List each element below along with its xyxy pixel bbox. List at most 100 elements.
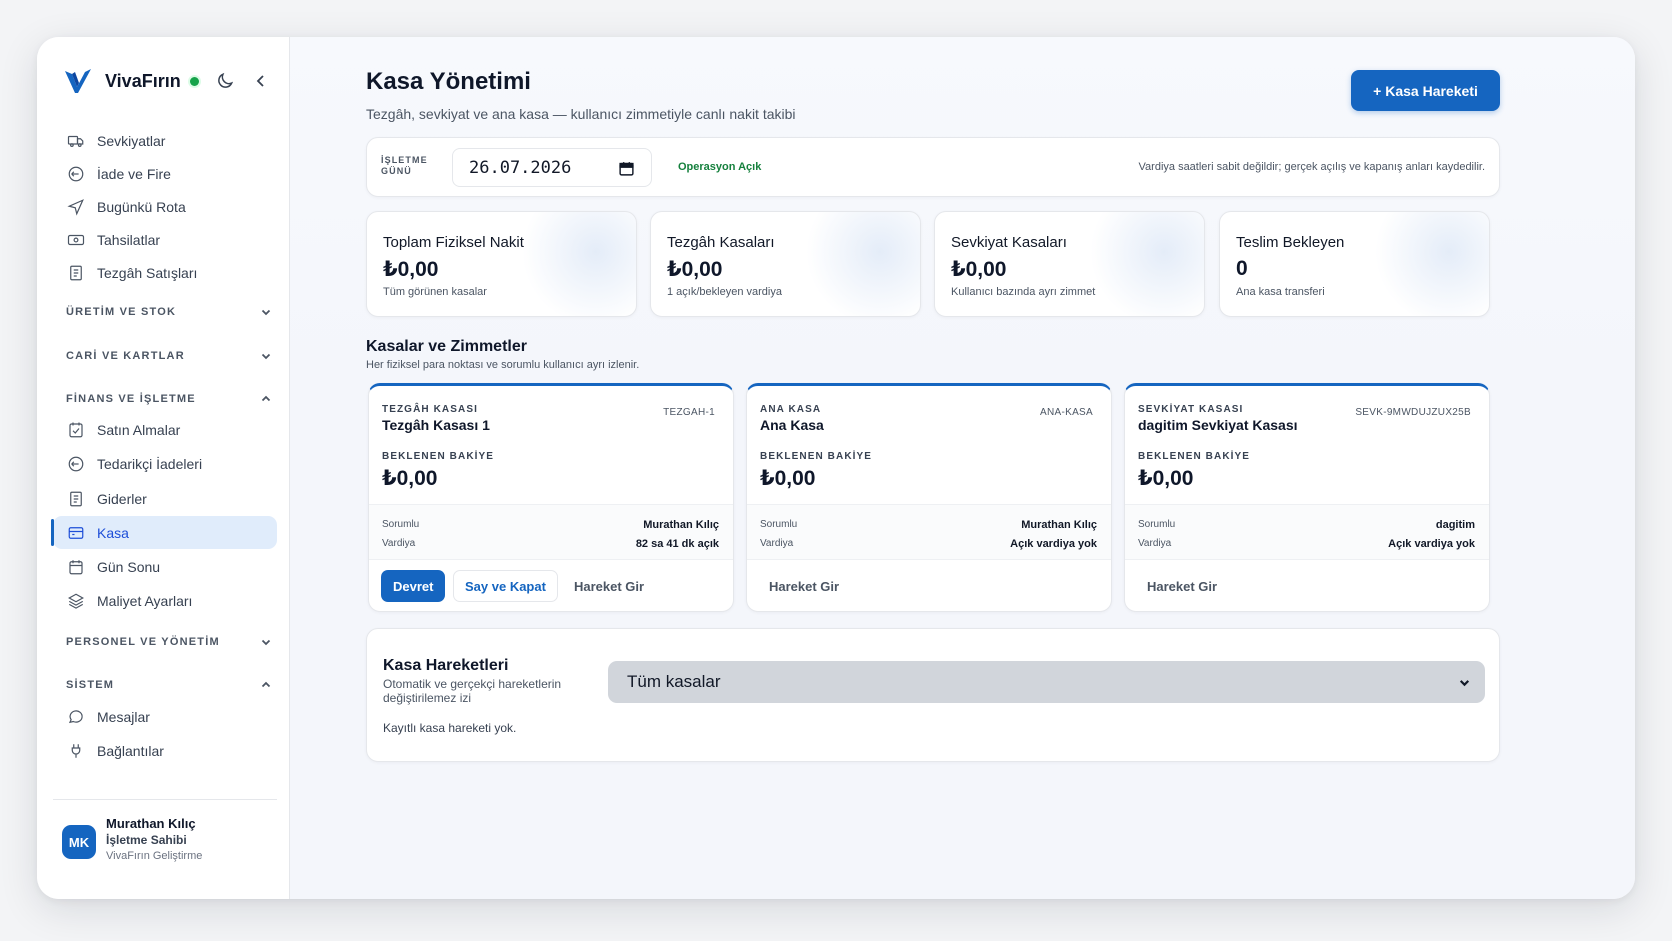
section-label: ÜRETİM VE STOK	[66, 306, 177, 318]
sidebar-item-label: Tedarikçi İadeleri	[97, 455, 203, 472]
responsible-label: Sorumlu	[382, 519, 420, 530]
register-type: TEZGÂH KASASI	[382, 404, 478, 415]
plug-icon	[71, 743, 81, 758]
purchase-icon	[69, 422, 83, 437]
business-day-date-input[interactable]: 26.07.2026	[452, 148, 652, 187]
online-status-dot	[189, 76, 199, 86]
shift-value: 82 sa 41 dk açık	[635, 538, 719, 550]
sidebar-item-label: Bugünkü Rota	[97, 198, 186, 215]
section-label: SİSTEM	[66, 679, 115, 691]
sidebar-item-iade-ve-fire[interactable]: İade ve Fire	[53, 157, 277, 190]
register-type: SEVKİYAT KASASI	[1138, 404, 1244, 415]
responsible-label: Sorumlu	[1138, 519, 1176, 530]
register-name: Tezgâh Kasası 1	[382, 417, 490, 433]
sidebar-item-label: İade ve Fire	[97, 165, 171, 182]
chevron-up-icon	[261, 395, 271, 402]
section-cari-ve-kartlar[interactable]: CARİ VE KARTLAR	[66, 348, 272, 364]
sidebar-item-baglantilar[interactable]: Bağlantılar	[53, 734, 277, 767]
register-code: SEVK-9MWDUJZUX25B	[1355, 407, 1471, 418]
sidebar-item-label: Giderler	[97, 490, 147, 507]
responsible-value: Murathan Kılıç	[643, 519, 719, 531]
sidebar-item-label: Gün Sonu	[97, 558, 161, 575]
sidebar-item-label: Kasa	[97, 524, 129, 541]
undo-circle-icon	[68, 456, 84, 471]
balance-value: ₺0,00	[382, 467, 438, 490]
balance-value: ₺0,00	[1138, 467, 1194, 490]
register-type: ANA KASA	[760, 404, 822, 415]
date-value: 26.07.2026	[469, 157, 572, 178]
sidebar-item-label: Tahsilatlar	[97, 231, 161, 248]
responsible-label: Sorumlu	[760, 519, 798, 530]
shift-label: Vardiya	[382, 538, 416, 549]
chevron-down-icon	[261, 309, 271, 316]
stat-value: ₺0,00	[951, 258, 1007, 281]
banknote-icon	[67, 234, 85, 245]
sidebar-item-tezgah-satislari[interactable]: Tezgâh Satışları	[53, 256, 277, 289]
avatar: MK	[62, 825, 96, 859]
stat-value: 0	[1236, 257, 1248, 280]
section-label: FİNANS VE İŞLETME	[66, 393, 196, 405]
message-icon	[68, 709, 83, 723]
balance-label: BEKLENEN BAKİYE	[382, 451, 495, 462]
sidebar-item-label: Satın Almalar	[97, 421, 181, 438]
sidebar-item-gun-sonu[interactable]: Gün Sonu	[53, 550, 277, 583]
sidebar-item-tahsilatlar[interactable]: Tahsilatlar	[53, 223, 277, 256]
sidebar-item-label: Maliyet Ayarları	[97, 592, 193, 609]
stat-card-total-cash: Toplam Fiziksel Nakit ₺0,00 Tüm görünen …	[366, 211, 637, 317]
section-uretim-ve-stok[interactable]: ÜRETİM VE STOK	[66, 304, 272, 320]
main-content: Kasa Yönetimi Tezgâh, sevkiyat ve ana ka…	[290, 37, 1635, 899]
brand-name: VivaFırın	[105, 70, 181, 91]
chevron-left-icon[interactable]	[253, 73, 269, 89]
chevron-down-icon	[1459, 680, 1470, 687]
section-finans-ve-isletme[interactable]: FİNANS VE İŞLETME	[66, 391, 272, 407]
register-actions: Hareket Gir	[747, 560, 1111, 611]
sidebar-item-kasa[interactable]: Kasa	[51, 516, 277, 549]
moon-icon[interactable]	[215, 71, 235, 91]
register-info: Sorumlu dagitim Vardiya Açık vardiya yok	[1125, 504, 1489, 560]
register-filter-select[interactable]: Tüm kasalar	[608, 661, 1485, 703]
enter-movement-button[interactable]: Hareket Gir	[566, 570, 652, 602]
sidebar-item-satin-almalar[interactable]: Satın Almalar	[53, 413, 277, 446]
shift-row: Vardiya Açık vardiya yok	[760, 538, 1097, 550]
add-cash-movement-button[interactable]: + Kasa Hareketi	[1351, 70, 1500, 111]
shift-label: Vardiya	[760, 538, 794, 549]
transfer-button[interactable]: Devret	[381, 570, 446, 602]
sidebar-item-tedarikci-iadeleri[interactable]: Tedarikçi İadeleri	[53, 447, 277, 480]
page-title: Kasa Yönetimi	[366, 68, 531, 95]
user-name: Murathan Kılıç	[106, 816, 196, 831]
sidebar-item-mesajlar[interactable]: Mesajlar	[53, 700, 277, 733]
receipt-icon	[70, 491, 82, 506]
user-profile[interactable]: MK Murathan Kılıç İşletme Sahibi VivaFır…	[62, 815, 202, 864]
sidebar-divider	[53, 799, 277, 800]
balance-label: BEKLENEN BAKİYE	[1138, 451, 1251, 462]
operation-status: Operasyon Açık	[678, 161, 762, 173]
register-actions: Hareket Gir	[1125, 560, 1489, 611]
navigation-icon	[67, 198, 84, 216]
register-code: TEZGAH-1	[663, 407, 715, 418]
user-role: İşletme Sahibi	[106, 833, 187, 847]
calendar-icon	[69, 559, 83, 574]
calendar-icon[interactable]	[618, 160, 635, 177]
user-company: VivaFırın Geliştirme	[106, 850, 203, 862]
section-sistem[interactable]: SİSTEM	[66, 677, 272, 693]
section-personel-ve-yonetim[interactable]: PERSONEL VE YÖNETİM	[66, 634, 272, 650]
sidebar-item-giderler[interactable]: Giderler	[53, 482, 277, 515]
enter-movement-button[interactable]: Hareket Gir	[761, 570, 847, 602]
register-card-main: ANA KASA Ana Kasa ANA-KASA BEKLENEN BAKİ…	[746, 383, 1112, 612]
stat-card-pending-delivery: Teslim Bekleyen 0 Ana kasa transferi	[1219, 211, 1490, 317]
user-info: Murathan Kılıç İşletme Sahibi VivaFırın …	[106, 815, 202, 864]
chevron-up-icon	[261, 681, 271, 688]
register-name: Ana Kasa	[760, 417, 824, 433]
stat-card-counter-registers: Tezgâh Kasaları ₺0,00 1 açık/bekleyen va…	[650, 211, 921, 317]
stat-title: Sevkiyat Kasaları	[951, 234, 1067, 251]
sidebar-item-maliyet-ayarlari[interactable]: Maliyet Ayarları	[53, 584, 277, 617]
sidebar-item-label: Bağlantılar	[97, 742, 164, 759]
receipt-icon	[70, 265, 82, 280]
stat-title: Toplam Fiziksel Nakit	[383, 234, 524, 251]
count-and-close-button[interactable]: Say ve Kapat	[453, 570, 558, 602]
sidebar-item-bugunku-rota[interactable]: Bugünkü Rota	[53, 190, 277, 223]
sidebar-item-label: Sevkiyatlar	[97, 132, 166, 149]
sidebar-item-sevkiyatlar[interactable]: Sevkiyatlar	[53, 124, 277, 157]
section-label: CARİ VE KARTLAR	[66, 350, 185, 362]
enter-movement-button[interactable]: Hareket Gir	[1139, 570, 1225, 602]
